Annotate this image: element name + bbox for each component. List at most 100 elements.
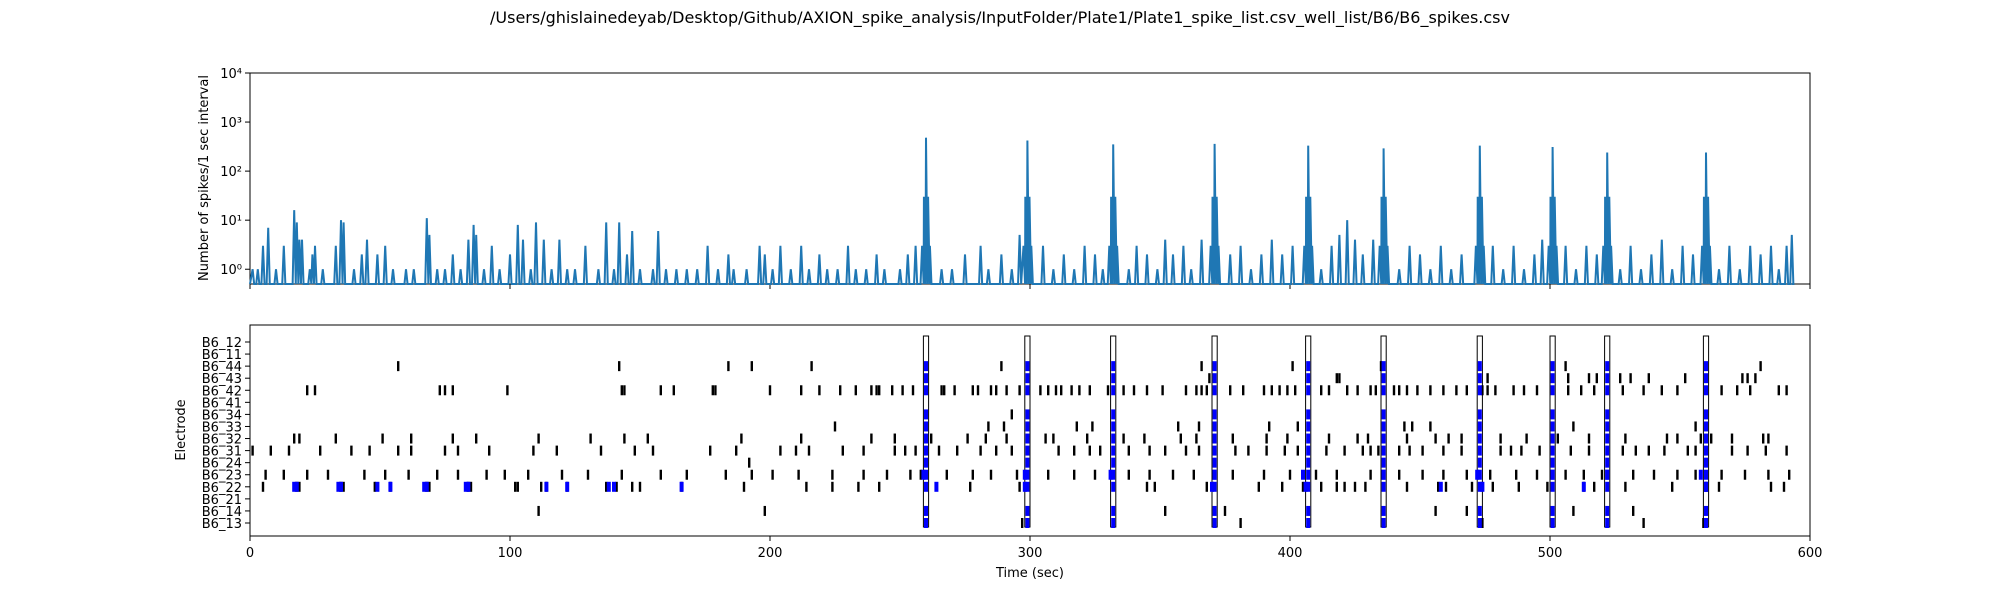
spike-mark [1184,385,1188,396]
burst-spike-mark [1025,481,1030,492]
spike-mark [1499,445,1502,456]
spike-mark [1361,445,1364,456]
spike-mark [1377,445,1380,456]
spike-mark [1455,385,1458,396]
burst-spike-mark [1108,469,1113,480]
spike-mark [1525,433,1528,444]
spike-mark [831,469,834,480]
spike-mark [1021,518,1024,528]
spike-mark [1047,385,1050,396]
spike-mark [1278,385,1281,396]
burst-spike-mark [612,481,616,492]
burst-spike-mark [1381,445,1386,456]
network-burst-boxes [922,335,1710,528]
spike-mark [810,361,813,372]
spike-mark [1296,421,1299,432]
spike-mark [862,469,865,480]
spike-mark [779,445,782,456]
spike-mark [1171,469,1175,480]
time-tick-label: 500 [1538,546,1563,561]
spike-mark [1754,373,1757,384]
spike-mark [368,445,371,456]
spike-mark [1509,445,1513,456]
spike-mark [1512,385,1515,396]
y-tick-label: 10¹ [220,214,242,229]
spike-mark [979,445,982,456]
burst-spike-mark [1605,361,1610,372]
spike-mark [1665,433,1669,444]
burst-spike-mark [924,445,928,456]
spike-mark [807,445,811,456]
spike-mark [1434,433,1437,444]
burst-spike-mark [1605,518,1610,528]
spike-mark [615,481,618,492]
raster-y-axis-label: Electrode [174,399,189,460]
spike-mark [1177,421,1180,432]
spike-mark [945,469,948,480]
spike-mark [1325,445,1328,456]
spike-mark [1208,373,1211,384]
burst-spike-mark [1550,518,1555,528]
spike-mark [1265,445,1268,456]
burst-spike-mark [1212,409,1217,420]
burst-spike-mark [1477,409,1482,420]
spike-mark [1777,385,1780,396]
spike-mark [1320,481,1323,492]
spike-mark [1408,445,1411,456]
spike-mark [1268,421,1271,432]
burst-spike-mark [924,481,928,492]
spike-mark [914,445,917,456]
burst-spike-mark [1111,481,1116,492]
spike-mark [1520,445,1523,456]
spike-mark [282,469,285,480]
spike-mark [1343,481,1346,492]
spike-mark [714,385,717,396]
spike-mark [1018,385,1021,396]
spike-mark [1762,433,1765,444]
spike-mark [1663,445,1666,456]
spike-mark [651,445,655,456]
burst-spike-mark [1477,433,1482,444]
spike-mark [1684,373,1687,384]
burst-spike-mark [1025,409,1030,420]
spike-mark [1205,481,1208,492]
spike-mark [1764,445,1767,456]
spike-mark [1054,385,1058,396]
spike-mark [995,385,998,396]
spike-mark [1392,385,1396,396]
spike-mark [407,469,410,480]
spike-mark [750,361,753,372]
burst-spike-mark [1550,421,1555,432]
spike-mark [1148,445,1151,456]
spike-mark [1587,433,1591,444]
spike-mark [488,445,491,456]
spike-mark [1296,445,1299,456]
burst-spike-mark [1022,469,1027,480]
spike-mark [1286,385,1289,396]
spike-mark [605,481,608,492]
burst-spike-mark [1550,433,1555,444]
burst-spike-mark [1381,481,1386,492]
spike-mark [797,469,800,480]
burst-spike-mark [1306,433,1311,444]
spike-mark [1621,445,1624,456]
spike-mark [1127,469,1130,480]
burst-spike-mark [339,481,343,492]
burst-spike-mark [1550,445,1555,456]
spike-mark [1749,385,1752,396]
spike-mark [1314,469,1318,480]
spike-mark [1699,433,1702,444]
spike-mark [857,481,860,492]
spike-mark [261,481,265,492]
spike-mark [1301,481,1305,492]
burst-spike-mark [1704,421,1708,432]
burst-spike-mark [1025,421,1030,432]
spike-mark [1593,385,1596,396]
spike-mark [319,445,322,456]
spike-mark [989,385,993,396]
spike-mark [1231,433,1234,444]
spike-mark [589,433,592,444]
time-tick-label: 100 [498,546,523,561]
spike-mark [1759,361,1762,372]
burst-spike-mark [1212,457,1217,468]
